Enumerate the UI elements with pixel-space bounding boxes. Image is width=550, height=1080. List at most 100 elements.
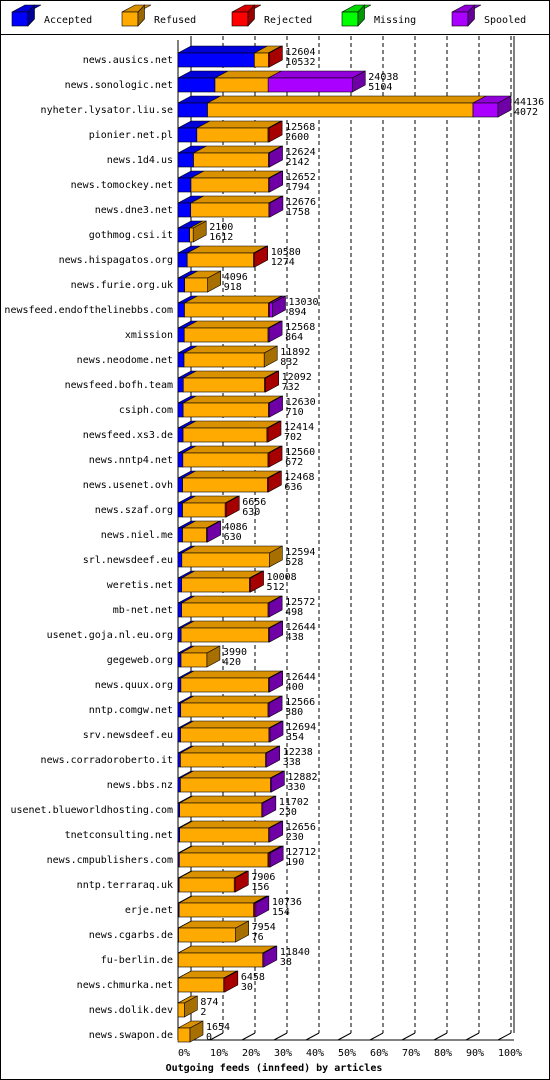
- y-tick-label: news.furie.org.uk: [71, 280, 173, 291]
- y-tick-label: fu-berlin.de: [101, 955, 173, 966]
- bar-side: [269, 395, 283, 418]
- y-tick-label: gegeweb.org: [107, 655, 173, 666]
- bar-segment: [269, 302, 273, 318]
- bar-side: [269, 620, 283, 643]
- accepted-label: 2600: [285, 132, 309, 143]
- accepted-label: 498: [285, 607, 303, 618]
- bar-side: [271, 770, 285, 793]
- bar-side: [269, 45, 283, 68]
- bar-segment-top: [181, 595, 282, 604]
- bar-segment-top: [180, 720, 283, 729]
- legend-swatch-side: [27, 4, 35, 27]
- bar-segment: [182, 402, 269, 418]
- bar-segment-top: [207, 95, 487, 104]
- legend-label: Refused: [154, 15, 196, 26]
- x-tick-label: 30%: [274, 1048, 292, 1059]
- bar-side: [207, 520, 221, 543]
- bar-segment: [183, 352, 265, 368]
- bar-side: [268, 595, 283, 618]
- total-label: 12092: [282, 372, 312, 383]
- bar-segment: [177, 177, 192, 193]
- total-label: 12414: [284, 422, 314, 433]
- total-label: 11840: [280, 947, 310, 958]
- accepted-label: 710: [286, 407, 304, 418]
- bar-segment: [177, 1002, 185, 1018]
- legend-swatch-side: [467, 4, 475, 27]
- bar-segment: [177, 502, 183, 518]
- bar-side: [263, 345, 278, 368]
- bar-segment: [177, 402, 184, 418]
- bar-segment: [186, 252, 254, 268]
- y-tick-label: news.1d4.us: [107, 155, 173, 166]
- bar-segment: [178, 927, 236, 943]
- bar-side: [269, 195, 284, 218]
- accepted-label: 918: [224, 282, 242, 293]
- accepted-label: 10532: [285, 57, 315, 68]
- bar-segment: [214, 77, 269, 93]
- y-tick-label: news.chmurka.net: [77, 980, 173, 991]
- y-tick-label: erje.net: [125, 905, 173, 916]
- y-tick-label: usenet.blueworldhosting.com: [10, 805, 173, 816]
- total-label: 7906: [251, 872, 275, 883]
- y-tick-label: news.dolik.dev: [89, 1005, 173, 1016]
- bar-segment-top: [180, 770, 284, 779]
- legend-label: Accepted: [44, 15, 92, 26]
- total-label: 12694: [286, 722, 316, 733]
- accepted-label: 702: [284, 432, 302, 443]
- y-tick-label: news.cmpublishers.com: [47, 855, 173, 866]
- bar-segment: [177, 302, 185, 318]
- total-label: 3990: [223, 647, 247, 658]
- accepted-label: 1612: [209, 232, 233, 243]
- accepted-label: 630: [224, 532, 242, 543]
- total-label: 12644: [286, 672, 316, 683]
- tick-mark: [465, 1032, 480, 1041]
- tick-mark: [337, 1032, 352, 1041]
- bar-side: [268, 320, 283, 343]
- y-tick-label: nntp.terraraq.uk: [77, 880, 173, 891]
- bar-segment: [177, 277, 185, 293]
- total-label: 13030: [288, 297, 318, 308]
- accepted-label: 380: [285, 707, 303, 718]
- total-label: 12712: [286, 847, 316, 858]
- bar-segment: [177, 602, 182, 618]
- x-tick-label: 50%: [338, 1048, 356, 1059]
- accepted-label: 156: [251, 882, 269, 893]
- bar-segment: [177, 477, 183, 493]
- bar-side: [351, 70, 366, 93]
- accepted-label: 154: [272, 907, 290, 918]
- bar-segment: [177, 77, 216, 93]
- bar-segment: [177, 202, 192, 218]
- x-tick-label: 90%: [466, 1048, 484, 1059]
- accepted-label: 330: [287, 782, 305, 793]
- accepted-label: 0: [206, 1032, 212, 1043]
- bar-segment: [177, 1027, 191, 1043]
- bar-segment: [177, 102, 208, 118]
- bar-segment-top: [196, 120, 282, 129]
- accepted-label: 732: [282, 382, 300, 393]
- bar-side: [497, 95, 512, 118]
- bar-segment: [177, 627, 182, 643]
- y-tick-label: news.usenet.ovh: [83, 480, 173, 491]
- bar-segment: [177, 977, 225, 993]
- legend-swatch: [451, 11, 469, 27]
- y-tick-label: tnetconsulting.net: [65, 830, 173, 841]
- accepted-label: 1758: [286, 207, 310, 218]
- accepted-label: 672: [285, 457, 303, 468]
- legend-swatch-side: [357, 4, 365, 27]
- bar-segment: [184, 277, 208, 293]
- accepted-label: 190: [286, 857, 304, 868]
- bar-segment: [181, 577, 250, 593]
- bar-side: [265, 370, 279, 393]
- x-tick-label: 20%: [242, 1048, 260, 1059]
- bar-segment-top: [193, 145, 282, 154]
- y-tick-label: news.nntp4.net: [89, 455, 173, 466]
- total-label: 12566: [285, 697, 315, 708]
- total-label: 12604: [285, 47, 315, 58]
- bar-side: [269, 820, 284, 843]
- bar-side: [266, 745, 281, 768]
- bar-segment: [182, 427, 268, 443]
- bar-side: [254, 245, 269, 268]
- accepted-label: 354: [286, 732, 304, 743]
- tick-mark: [497, 1032, 512, 1041]
